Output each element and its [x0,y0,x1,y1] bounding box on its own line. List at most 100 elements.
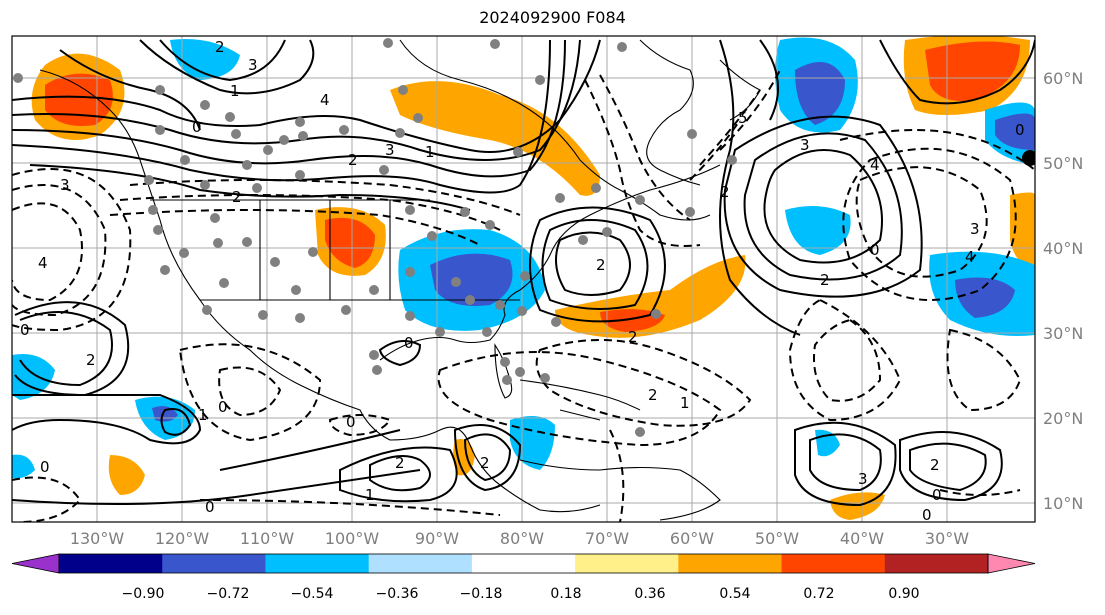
colorbar-tick-label: 0.72 [803,586,835,602]
colorbar-segment [59,554,163,573]
colorbar-tick-label: −0.72 [206,586,250,602]
lon-tick: 70°W [585,529,629,548]
lat-tick: 20°N [1043,409,1083,428]
contour-label: 4 [38,254,48,272]
shade-positive-area [325,217,375,268]
colorbar [11,553,1036,574]
colorbar-tick-label: 0.18 [550,586,582,602]
contour-label: 2 [480,454,490,472]
colorbar-segment [265,554,370,573]
shade-positive-area [45,73,113,126]
lon-tick: 90°W [415,529,459,548]
contour-label: 0 [346,413,356,431]
lat-ticks: 60°N 50°N 40°N 30°N 20°N 10°N [1043,69,1083,513]
contour-label: 2 [232,188,242,206]
lat-tick: 40°N [1043,239,1083,258]
map-frame [11,35,1036,523]
colorbar-segment [368,554,473,573]
contour-label: 0 [218,398,228,416]
colorbar-segment [162,554,266,573]
contour-label: 3 [858,470,868,488]
colorbar-tick-label: −0.18 [459,586,503,602]
colorbar-tick-label: 0.90 [888,586,920,602]
colorbar-tick-label: 0.54 [719,586,751,602]
contour-label: 0 [40,458,50,476]
shade-positive-area [390,81,600,196]
contour-label: 1 [198,406,208,424]
contour-label: 0 [932,486,942,504]
contour-label: 3 [385,141,395,159]
lon-tick: 130°W [70,529,125,548]
colorbar-segment [471,554,576,573]
contour-label: 3 [970,220,980,238]
lon-tick: 60°W [670,529,714,548]
colorbar-tick-label: −0.54 [290,586,334,602]
contour-label: 2 [820,271,830,289]
lat-tick: 50°N [1043,154,1083,173]
contour-label: 4 [320,91,330,109]
shade-negative-area [955,277,1015,318]
lon-tick: 40°W [840,529,884,548]
colorbar-extend-high [987,553,1036,574]
contour-label: 0 [922,506,932,524]
lat-tick: 30°N [1043,324,1083,343]
shade-negative-area [510,416,555,470]
colorbar-extend-low [11,553,60,574]
shade-positive-area [830,492,885,520]
contour-label: 2 [86,351,96,369]
contour-label: 3 [248,56,258,74]
contour-label: 0 [1015,121,1025,139]
contour-label: 2 [720,183,730,201]
contour-label: 0 [20,321,30,339]
shade-negative-area [785,206,851,255]
contour-label: 2 [596,256,606,274]
lon-tick: 100°W [325,529,380,548]
highlight-marker [1022,150,1035,166]
colorbar-tick-label: −0.36 [375,586,419,602]
contour-label: 0 [870,241,880,259]
contour-label: 2 [395,454,405,472]
contour-label: 2 [348,151,358,169]
lat-tick: 10°N [1043,494,1083,513]
contour-label: 2 [930,456,940,474]
lon-tick: 120°W [155,529,210,548]
shade-positive-area [1010,192,1035,270]
shade-positive-area [108,455,145,495]
contour-label: 5 [738,109,748,127]
shade-negative-area [430,253,513,306]
contour-label: 3 [800,136,810,154]
contour-label: 1 [425,143,435,161]
contour-label: 3 [60,176,70,194]
lon-tick: 110°W [240,529,295,548]
positive-contours [12,39,1035,507]
contour-label: 4 [870,156,880,174]
colorbar-segment [678,554,783,573]
contour-label: 4 [965,248,975,266]
contour-label: 0 [205,498,215,516]
contour-label: 1 [230,82,240,100]
contour-label: 0 [192,118,202,136]
colorbar-border [58,553,989,574]
colorbar-segment [781,554,886,573]
colorbar-segment [575,554,679,573]
contour-label: 1 [680,394,690,412]
lon-tick: 80°W [500,529,544,548]
lon-tick: 30°W [925,529,969,548]
negative-contours [12,69,1035,522]
colorbar-segment [884,554,989,573]
lon-ticks: 130°W 120°W 110°W 100°W 90°W 80°W 70°W 6… [70,529,969,548]
contour-label: 1 [365,486,375,504]
station-markers [13,38,737,437]
shade-negative-area [12,454,35,479]
contour-label: 2 [648,386,658,404]
shade-negative-area [995,113,1035,150]
contour-label: 0 [404,334,414,352]
lat-tick: 60°N [1043,69,1083,88]
contour-label: 2 [215,38,225,56]
colorbar-tick-label: 0.36 [634,586,666,602]
contour-label: 2 [628,328,638,346]
shade-positive-area [925,41,1020,101]
lon-tick: 50°W [755,529,799,548]
colorbar-tick-label: −0.90 [121,586,165,602]
